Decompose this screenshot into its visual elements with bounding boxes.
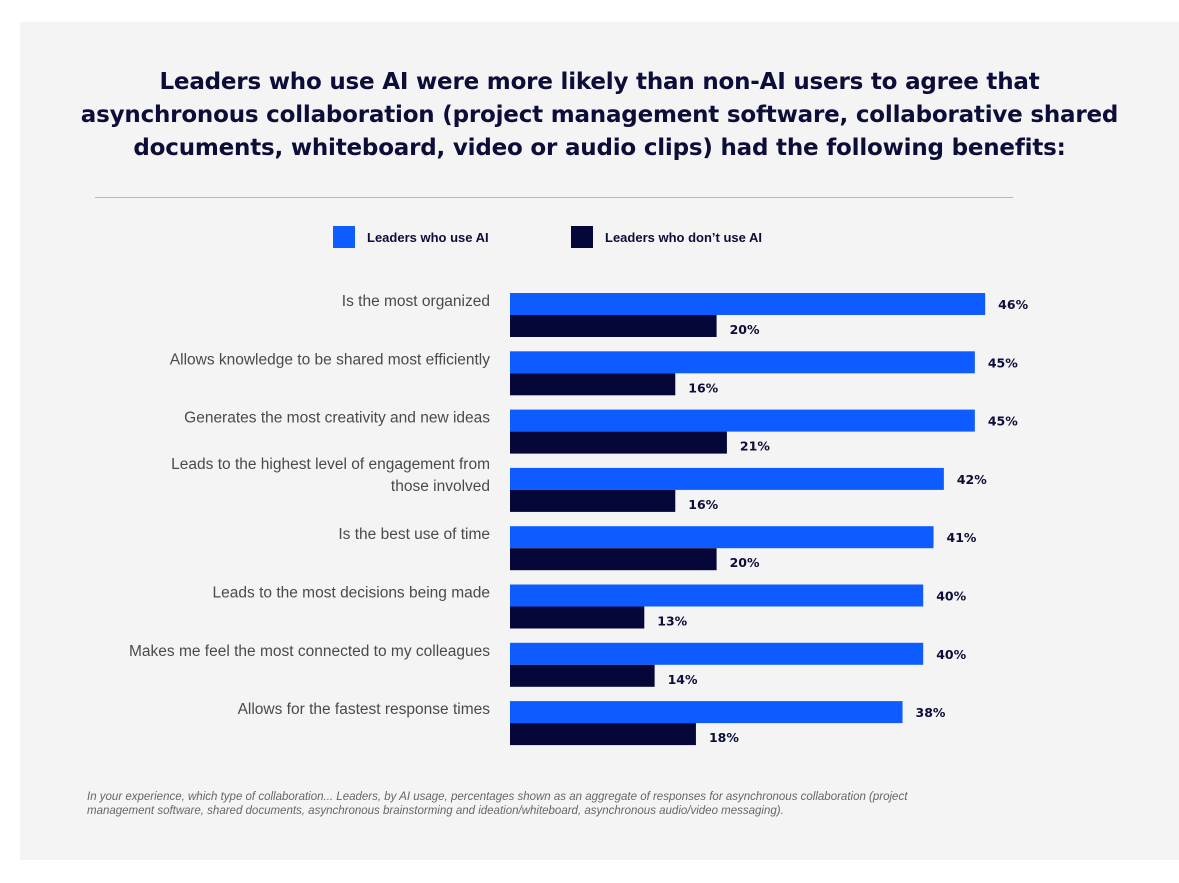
legend-label-non-ai: Leaders who don’t use AI [605, 229, 762, 245]
category-label: Is the best use of time [338, 526, 490, 543]
legend-label-ai: Leaders who use AI [367, 229, 489, 245]
category-label: Allows knowledge to be shared most effic… [170, 351, 490, 368]
category-label: Generates the most creativity and new id… [184, 410, 490, 427]
bar-non-ai [510, 548, 717, 571]
legend-swatch-non-ai [571, 226, 593, 248]
data-label-non-ai: 20% [730, 555, 760, 570]
data-label-ai: 45% [988, 414, 1018, 429]
bar-ai [510, 409, 975, 432]
bar-ai [510, 351, 975, 374]
title-divider [95, 197, 1013, 198]
legend-swatch-ai [333, 226, 355, 248]
bar-ai [510, 701, 903, 724]
footnote-line: In your experience, which type of collab… [87, 791, 908, 803]
data-label-non-ai: 16% [688, 497, 718, 512]
bar-ai [510, 584, 924, 607]
category-label: those involved [391, 478, 490, 495]
category-label: Is the most organized [342, 293, 490, 310]
bar-non-ai [510, 664, 655, 687]
bar-ai [510, 526, 934, 549]
bar-ai [510, 293, 986, 315]
bar-non-ai [510, 315, 717, 337]
data-label-ai: 45% [988, 355, 1018, 370]
data-label-non-ai: 18% [709, 730, 739, 745]
chart-title-line: documents, whiteboard, video or audio cl… [133, 135, 1066, 161]
category-label: Makes me feel the most connected to my c… [129, 643, 490, 660]
data-label-non-ai: 21% [740, 439, 770, 454]
data-label-non-ai: 20% [730, 322, 760, 337]
chart-title-line: Leaders who use AI were more likely than… [159, 69, 1040, 95]
footnote: In your experience, which type of collab… [87, 790, 1097, 818]
data-label-ai: 40% [936, 589, 966, 604]
data-label-ai: 41% [947, 530, 977, 545]
data-label-non-ai: 16% [688, 380, 718, 395]
footnote-line: management software, shared documents, a… [87, 805, 784, 817]
chart-title: Leaders who use AI were more likely than… [20, 66, 1179, 165]
category-label: Leads to the most decisions being made [213, 585, 490, 602]
legend-item-non-ai: Leaders who don’t use AI [571, 226, 762, 248]
bar-non-ai [510, 606, 645, 629]
bar-non-ai [510, 489, 676, 512]
bar-ai [510, 642, 924, 665]
bar-non-ai [510, 373, 676, 396]
category-label: Leads to the highest level of engagement… [171, 456, 490, 473]
bar-ai [510, 467, 944, 490]
data-label-non-ai: 13% [657, 614, 687, 629]
data-label-non-ai: 14% [668, 672, 698, 687]
chart-title-line: asynchronous collaboration (project mana… [80, 102, 1119, 128]
data-label-ai: 40% [936, 647, 966, 662]
bar-non-ai [510, 431, 727, 454]
category-label: Allows for the fastest response times [238, 701, 491, 718]
data-label-ai: 38% [916, 705, 946, 720]
legend-item-ai: Leaders who use AI [333, 226, 489, 248]
data-label-ai: 42% [957, 472, 987, 487]
data-label-ai: 46% [998, 297, 1028, 312]
bar-non-ai [510, 723, 696, 746]
